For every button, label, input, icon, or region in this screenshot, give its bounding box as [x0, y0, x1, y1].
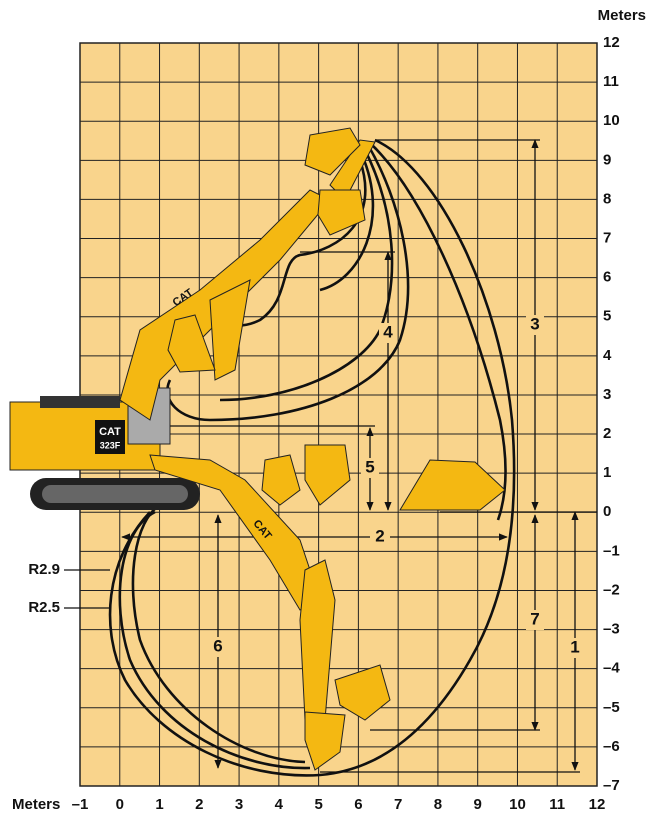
- x-tick-label: 0: [116, 796, 124, 813]
- counterweight-top: [40, 396, 120, 408]
- dimension-label: 3: [530, 314, 539, 333]
- y-axis-label: Meters: [598, 7, 646, 24]
- x-tick-label: 6: [354, 796, 362, 813]
- x-tick-label: –1: [72, 796, 89, 813]
- y-tick-label: –1: [603, 542, 620, 559]
- x-axis-label: Meters: [12, 796, 60, 813]
- y-tick-label: 12: [603, 34, 620, 51]
- dimension-label: 6: [213, 636, 222, 655]
- y-tick-label: –3: [603, 621, 620, 638]
- x-tick-label: 1: [155, 796, 163, 813]
- y-tick-label: –6: [603, 738, 620, 755]
- brand: CAT: [99, 426, 121, 438]
- y-tick-label: 10: [603, 112, 620, 129]
- dimension-label: 5: [365, 457, 374, 476]
- x-tick-label: 12: [589, 796, 606, 813]
- dimension-label: 4: [383, 322, 393, 341]
- y-tick-label: 7: [603, 229, 611, 246]
- y-tick-label: 4: [603, 347, 612, 364]
- y-tick-label: 8: [603, 190, 611, 207]
- y-tick-label: –7: [603, 777, 620, 794]
- y-tick-label: 9: [603, 151, 611, 168]
- y-tick-label: 6: [603, 269, 611, 286]
- x-tick-label: 5: [314, 796, 322, 813]
- y-tick-label: 5: [603, 308, 611, 325]
- y-tick-label: –2: [603, 581, 620, 598]
- x-tick-label: 8: [434, 796, 442, 813]
- x-tick-label: 10: [509, 796, 526, 813]
- radius-label: R2.5: [28, 599, 60, 616]
- x-tick-label: 2: [195, 796, 203, 813]
- x-tick-label: 11: [549, 796, 565, 813]
- track-frame: [42, 485, 188, 503]
- x-tick-label: 4: [275, 796, 284, 813]
- dimension-label: 1: [570, 637, 579, 656]
- y-tick-label: 3: [603, 386, 611, 403]
- y-tick-label: –5: [603, 699, 620, 716]
- radius-label: R2.9: [28, 561, 60, 578]
- y-tick-label: –4: [603, 660, 620, 677]
- model: 323F: [100, 440, 121, 450]
- y-tick-label: 0: [603, 503, 611, 520]
- dimension-label: 7: [530, 609, 539, 628]
- dimension-label: 2: [375, 526, 384, 545]
- y-tick-label: 11: [603, 73, 619, 90]
- x-tick-label: 7: [394, 796, 402, 813]
- y-tick-label: 1: [603, 464, 611, 481]
- y-tick-label: 2: [603, 425, 611, 442]
- working-range-diagram: CAT 323F CAT CAT 1 2 3 4 5 6 7 R2.9 R2.5…: [0, 0, 653, 817]
- x-tick-label: 9: [474, 796, 482, 813]
- x-tick-label: 3: [235, 796, 243, 813]
